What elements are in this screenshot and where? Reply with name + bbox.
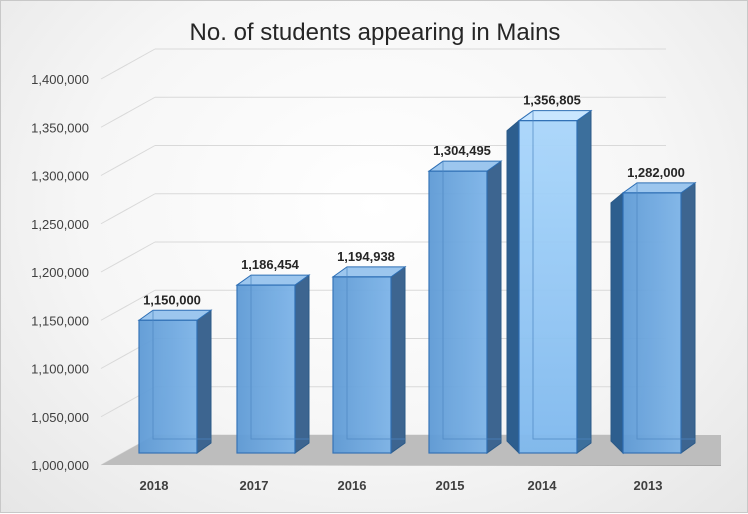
bar [428, 170, 488, 454]
bar-back-edge [346, 266, 405, 440]
y-tick-label: 1,100,000 [31, 362, 89, 377]
gridline-depth [100, 193, 156, 225]
bar [622, 192, 682, 454]
x-tick-label: 2013 [634, 478, 663, 493]
bar-side [294, 274, 310, 454]
data-label: 1,282,000 [627, 165, 685, 180]
bar-back-edge [250, 275, 309, 440]
gridline-depth [100, 241, 156, 273]
bar-left-side [506, 119, 520, 455]
x-tick-label: 2018 [140, 478, 169, 493]
bar-side [390, 265, 406, 454]
bar-back-edge [636, 182, 695, 440]
y-tick-label: 1,000,000 [31, 458, 89, 473]
bar-back-edge [442, 161, 501, 440]
bar [518, 120, 578, 454]
x-tick-label: 2014 [528, 478, 558, 493]
data-label: 1,186,454 [241, 257, 300, 272]
chart-title: No. of students appearing in Mains [189, 19, 561, 46]
gridline-depth [100, 145, 156, 176]
gridline-depth [100, 48, 156, 80]
bar [236, 284, 296, 454]
bar-left-side [610, 191, 624, 455]
gridline-depth [100, 96, 156, 128]
y-tick-label: 1,250,000 [31, 217, 89, 232]
y-tick-label: 1,200,000 [31, 265, 89, 280]
x-tick-label: 2016 [338, 478, 367, 493]
y-tick-label: 1,300,000 [31, 169, 89, 184]
bar-side [486, 160, 502, 454]
bar [332, 276, 392, 454]
bar-back-edge [532, 110, 591, 440]
bar-back-edge [152, 310, 211, 440]
data-label: 1,150,000 [143, 292, 201, 307]
bar-side [576, 109, 592, 454]
chart-floor-edge [101, 465, 721, 466]
x-tick-label: 2017 [240, 478, 269, 493]
y-tick-label: 1,050,000 [31, 410, 89, 425]
y-tick-label: 1,400,000 [31, 72, 89, 87]
data-label: 1,194,938 [337, 249, 395, 264]
bar-side [680, 181, 696, 454]
bar-side [196, 309, 212, 454]
x-tick-label: 2015 [436, 478, 465, 493]
bar [138, 319, 198, 454]
data-label: 1,304,495 [433, 143, 491, 158]
y-tick-label: 1,350,000 [31, 120, 89, 135]
y-tick-label: 1,150,000 [31, 313, 89, 328]
data-label: 1,356,805 [523, 93, 581, 108]
gridline-depth [100, 289, 156, 321]
